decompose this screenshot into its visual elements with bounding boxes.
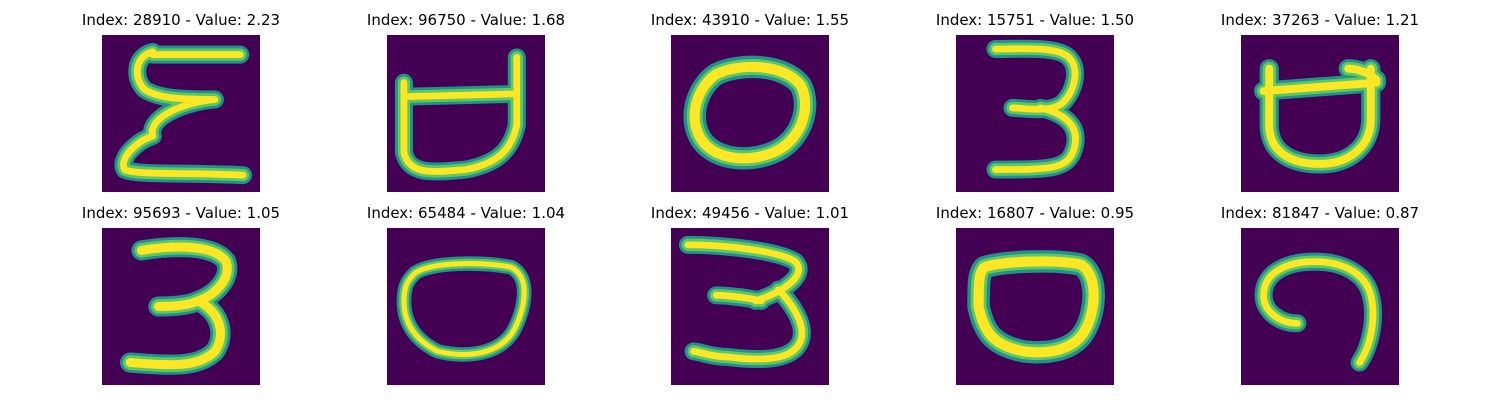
handwritten-3-glyph [120,237,238,375]
digit-panel: Index: 16807 - Value: 0.95 [854,193,1154,385]
handwritten-9-glyph [1254,252,1382,372]
digit-panel: Index: 95693 - Value: 1.05 [0,193,300,385]
digit-panel: Index: 37263 - Value: 1.21 [1139,0,1439,192]
panel-title: Index: 65484 - Value: 1.04 [366,204,566,222]
handwritten-0-glyph [683,55,817,170]
panel-title: Index: 16807 - Value: 0.95 [935,204,1135,222]
digit-image [387,228,545,385]
handwritten-0-glyph [1253,59,1387,174]
digit-image [102,35,260,192]
handwritten-0-glyph [396,256,532,362]
handwritten-0-glyph [967,250,1105,364]
panel-title: Index: 81847 - Value: 0.87 [1220,204,1420,222]
digit-panel: Index: 65484 - Value: 1.04 [285,193,585,385]
handwritten-3-glyph [114,42,253,185]
digit-panel: Index: 49456 - Value: 1.01 [569,193,869,385]
digit-panel: Index: 96750 - Value: 1.68 [285,0,585,192]
digit-image [671,228,829,385]
digit-image [1241,228,1399,385]
digit-panel: Index: 15751 - Value: 1.50 [854,0,1154,192]
digit-image [1241,35,1399,192]
panel-title: Index: 15751 - Value: 1.50 [935,11,1135,29]
handwritten-3-glyph [678,235,811,368]
panel-title: Index: 49456 - Value: 1.01 [650,204,850,222]
panel-title: Index: 28910 - Value: 2.23 [81,11,281,29]
panel-title: Index: 37263 - Value: 1.21 [1220,11,1420,29]
digit-image [956,228,1114,385]
digit-image [956,35,1114,192]
panel-title: Index: 95693 - Value: 1.05 [81,204,281,222]
digit-panel: Index: 43910 - Value: 1.55 [569,0,869,192]
panel-title: Index: 43910 - Value: 1.55 [650,11,850,29]
handwritten-0-glyph [394,48,526,181]
digit-image [387,35,545,192]
digit-image [102,228,260,385]
handwritten-3-glyph [986,39,1085,179]
panel-title: Index: 96750 - Value: 1.68 [366,11,566,29]
digit-image [671,35,829,192]
digit-panel: Index: 81847 - Value: 0.87 [1139,193,1439,385]
digit-panel: Index: 28910 - Value: 2.23 [0,0,300,192]
